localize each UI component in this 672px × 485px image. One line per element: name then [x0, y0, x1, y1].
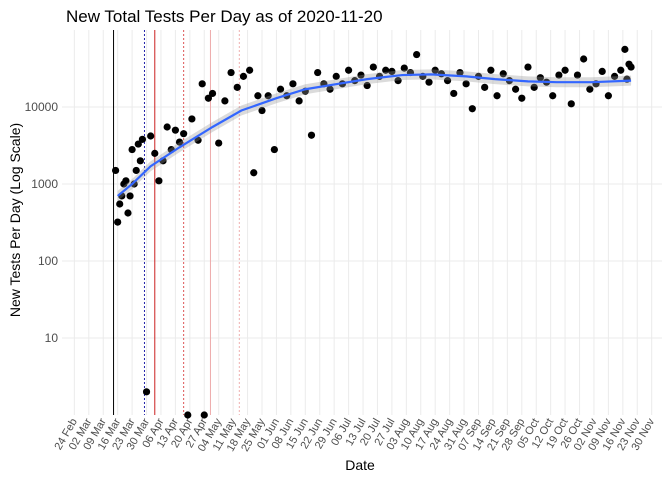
- trend-band: [117, 69, 632, 201]
- point: [175, 138, 184, 146]
- point: [400, 64, 408, 72]
- point: [462, 80, 470, 88]
- point: [142, 388, 151, 396]
- point: [112, 166, 120, 175]
- point: [413, 50, 421, 59]
- point: [198, 80, 206, 88]
- point: [130, 180, 138, 188]
- point: [114, 218, 122, 226]
- point: [518, 94, 526, 102]
- point: [388, 67, 396, 75]
- point: [573, 71, 582, 79]
- point: [487, 66, 495, 74]
- point: [549, 92, 557, 100]
- point: [295, 97, 303, 105]
- point: [468, 105, 476, 113]
- point: [524, 63, 532, 71]
- point: [382, 66, 390, 74]
- point: [116, 200, 124, 208]
- chart-title: New Total Tests Per Day as of 2020-11-20: [66, 7, 383, 26]
- point: [215, 139, 223, 147]
- y-axis-title: New Tests Per Day (Log Scale): [7, 123, 23, 317]
- point: [132, 166, 140, 175]
- point: [239, 72, 248, 80]
- x-axis-title: Date: [345, 457, 375, 473]
- point: [344, 66, 353, 74]
- point: [586, 85, 594, 93]
- point: [425, 78, 433, 86]
- point: [530, 83, 538, 91]
- point: [128, 145, 136, 154]
- point: [136, 157, 144, 165]
- y-tick-label: 100: [38, 254, 58, 268]
- point: [536, 74, 544, 82]
- point: [233, 83, 241, 91]
- point: [431, 66, 439, 74]
- point: [314, 68, 322, 77]
- point: [289, 80, 297, 88]
- point: [155, 177, 163, 185]
- point: [138, 135, 147, 143]
- point: [598, 67, 606, 75]
- y-tick-label: 10000: [25, 100, 59, 114]
- point: [204, 94, 212, 102]
- point: [250, 169, 258, 177]
- point: [200, 411, 208, 419]
- point: [184, 411, 192, 419]
- point: [208, 89, 217, 98]
- point: [555, 71, 563, 79]
- point: [580, 55, 588, 63]
- point: [254, 92, 262, 100]
- point: [369, 63, 377, 71]
- point: [163, 123, 171, 131]
- trend-line: [116, 73, 632, 197]
- y-tick-label: 10: [45, 331, 59, 345]
- point: [561, 66, 569, 74]
- point: [258, 106, 266, 115]
- point: [512, 85, 520, 93]
- point: [264, 92, 272, 100]
- point: [246, 66, 254, 74]
- y-tick-label: 1000: [31, 177, 58, 191]
- point: [122, 177, 130, 185]
- point: [450, 89, 458, 98]
- point: [394, 77, 402, 85]
- point: [357, 71, 365, 79]
- point: [147, 132, 155, 140]
- point: [151, 149, 159, 157]
- point: [180, 130, 188, 138]
- point: [227, 68, 235, 77]
- point: [276, 85, 285, 93]
- point: [126, 192, 134, 200]
- point: [188, 115, 196, 123]
- point: [221, 97, 229, 105]
- point: [307, 131, 316, 139]
- point: [456, 68, 464, 77]
- point: [481, 83, 489, 91]
- point: [270, 145, 278, 154]
- point: [604, 92, 612, 100]
- point: [499, 70, 507, 78]
- point: [194, 136, 202, 144]
- point: [326, 85, 334, 93]
- point: [610, 72, 619, 80]
- point: [443, 77, 452, 85]
- point: [621, 45, 629, 53]
- point: [627, 63, 635, 71]
- point: [363, 81, 371, 90]
- point: [493, 92, 501, 100]
- point: [134, 140, 142, 148]
- point: [171, 126, 180, 134]
- point: [617, 66, 625, 74]
- point: [567, 100, 575, 108]
- point: [332, 72, 340, 80]
- point: [124, 209, 132, 217]
